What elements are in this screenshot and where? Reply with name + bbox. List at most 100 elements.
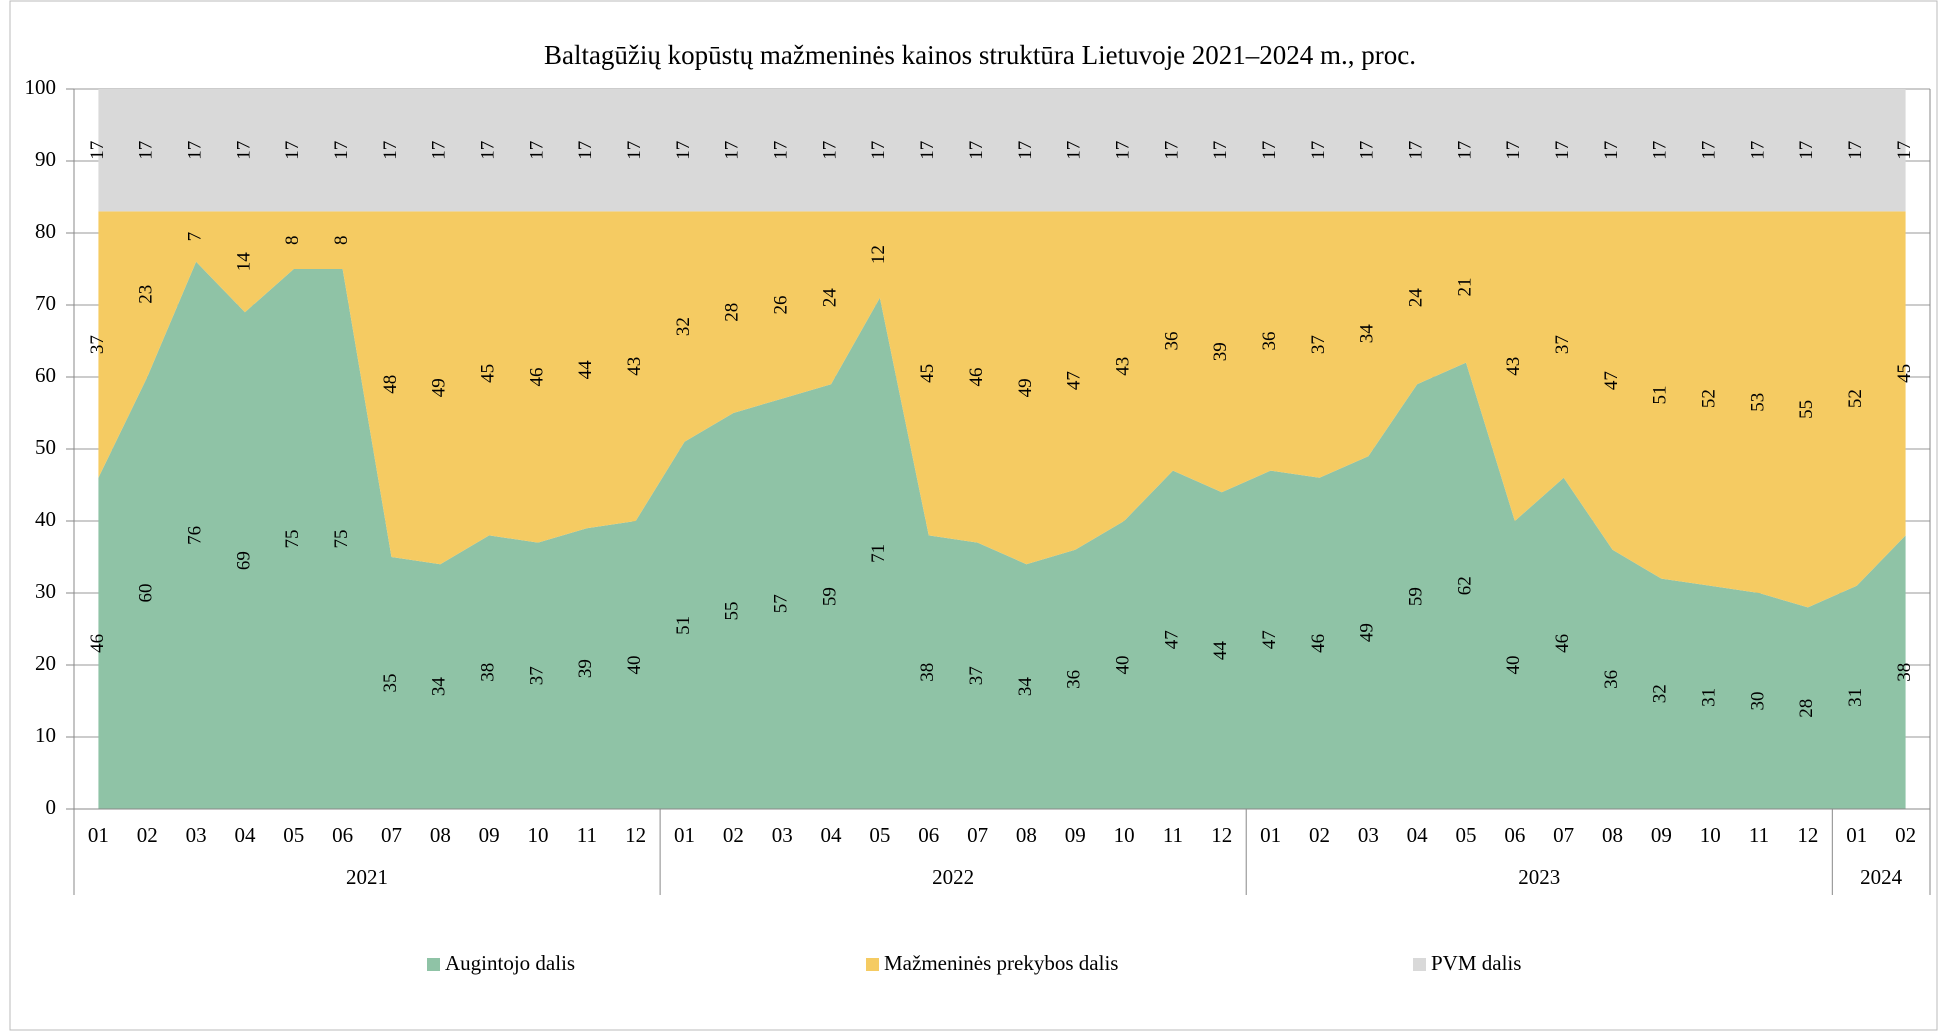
data-label: 17 — [478, 141, 499, 160]
x-tick-label: 03 — [772, 823, 793, 847]
data-label: 28 — [1796, 699, 1817, 718]
x-tick-label: 03 — [1358, 823, 1379, 847]
x-group-label: 2021 — [346, 865, 388, 889]
data-label: 38 — [478, 663, 499, 682]
data-label: 32 — [673, 317, 694, 336]
data-label: 17 — [771, 141, 792, 160]
data-label: 44 — [575, 360, 596, 380]
data-label: 53 — [1747, 393, 1768, 412]
data-label: 40 — [624, 656, 645, 675]
data-label: 17 — [87, 141, 108, 160]
data-label: 36 — [1161, 332, 1182, 351]
x-tick-label: 12 — [1797, 823, 1818, 847]
data-label: 17 — [1747, 141, 1768, 160]
data-label: 17 — [429, 141, 450, 160]
data-label: 76 — [184, 526, 205, 545]
data-label: 39 — [1210, 342, 1231, 361]
data-label: 62 — [1454, 576, 1475, 595]
y-tick-label: 30 — [35, 579, 56, 603]
legend-swatch — [427, 958, 440, 971]
y-tick-label: 100 — [25, 75, 57, 99]
data-label: 17 — [1406, 141, 1427, 160]
x-tick-label: 02 — [137, 823, 158, 847]
x-tick-label: 04 — [1407, 823, 1429, 847]
data-label: 17 — [526, 141, 547, 160]
x-tick-label: 07 — [381, 823, 402, 847]
data-label: 17 — [282, 141, 303, 160]
legend-label: PVM dalis — [1431, 951, 1521, 975]
x-tick-label: 07 — [1553, 823, 1574, 847]
x-tick-label: 11 — [1749, 823, 1769, 847]
x-tick-label: 04 — [234, 823, 256, 847]
x-tick-label: 01 — [674, 823, 695, 847]
data-label: 31 — [1699, 688, 1720, 707]
data-label: 47 — [1601, 371, 1622, 390]
data-label: 17 — [1015, 141, 1036, 160]
data-label: 17 — [1601, 141, 1622, 160]
data-label: 55 — [1796, 400, 1817, 419]
data-label: 8 — [331, 235, 352, 245]
x-tick-label: 10 — [1700, 823, 1721, 847]
legend-label: Augintojo dalis — [445, 951, 575, 975]
data-label: 34 — [429, 677, 450, 697]
data-label: 17 — [1650, 141, 1671, 160]
data-label: 17 — [575, 141, 596, 160]
chart-title: Baltagūžių kopūstų mažmeninės kainos str… — [544, 40, 1416, 70]
data-label: 59 — [1406, 587, 1427, 606]
data-label: 17 — [1259, 141, 1280, 160]
x-tick-label: 09 — [1065, 823, 1086, 847]
data-label: 17 — [1308, 141, 1329, 160]
data-label: 49 — [429, 378, 450, 397]
data-label: 60 — [136, 584, 157, 603]
data-label: 45 — [478, 364, 499, 383]
x-tick-label: 02 — [1895, 823, 1916, 847]
x-tick-label: 05 — [869, 823, 890, 847]
data-label: 17 — [673, 141, 694, 160]
area — [98, 211, 1906, 608]
x-tick-label: 12 — [1211, 823, 1232, 847]
x-tick-label: 08 — [1016, 823, 1037, 847]
data-label: 14 — [233, 252, 254, 271]
data-label: 23 — [136, 285, 157, 304]
x-tick-label: 02 — [723, 823, 744, 847]
data-label: 36 — [1601, 670, 1622, 689]
data-label: 21 — [1454, 278, 1475, 297]
y-tick-label: 80 — [35, 219, 56, 243]
data-label: 17 — [136, 141, 157, 160]
data-label: 34 — [1015, 677, 1036, 697]
y-tick-label: 10 — [35, 723, 56, 747]
data-label: 12 — [868, 245, 889, 264]
y-tick-label: 50 — [35, 435, 56, 459]
data-label: 17 — [1210, 141, 1231, 160]
x-tick-label: 05 — [283, 823, 304, 847]
data-label: 55 — [722, 602, 743, 621]
data-label: 17 — [331, 141, 352, 160]
data-label: 17 — [917, 141, 938, 160]
data-label: 46 — [526, 368, 547, 387]
data-label: 17 — [1552, 141, 1573, 160]
data-label: 47 — [1161, 630, 1182, 649]
data-label: 46 — [87, 634, 108, 653]
data-label: 24 — [819, 288, 840, 308]
data-label: 35 — [380, 674, 401, 693]
x-tick-label: 06 — [918, 823, 939, 847]
data-label: 46 — [966, 368, 987, 387]
data-label: 17 — [868, 141, 889, 160]
data-label: 45 — [917, 364, 938, 383]
x-tick-label: 07 — [967, 823, 988, 847]
data-label: 8 — [282, 235, 303, 245]
area — [98, 261, 1906, 809]
x-tick-label: 02 — [1309, 823, 1330, 847]
legend-label: Mažmeninės prekybos dalis — [884, 951, 1118, 975]
data-label: 7 — [184, 232, 205, 242]
data-label: 17 — [624, 141, 645, 160]
data-label: 28 — [722, 303, 743, 322]
y-tick-label: 0 — [46, 795, 57, 819]
data-label: 17 — [1845, 141, 1866, 160]
data-label: 52 — [1699, 389, 1720, 408]
data-label: 39 — [575, 659, 596, 678]
data-label: 40 — [1112, 656, 1133, 675]
data-label: 75 — [282, 530, 303, 549]
data-label: 69 — [233, 551, 254, 570]
